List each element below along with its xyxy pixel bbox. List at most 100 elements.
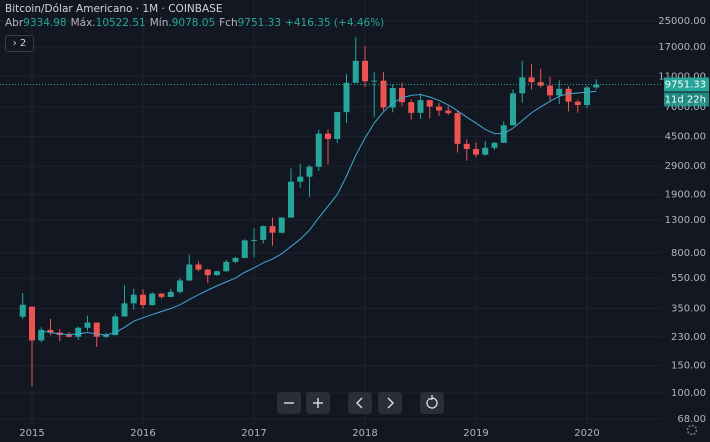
y-tick-label: 100.00 — [671, 388, 706, 399]
ohlc-value: 9078.05 — [171, 17, 216, 29]
x-tick-label: 2020 — [574, 428, 599, 439]
candle-body — [251, 239, 257, 241]
y-tick-label: 1300.00 — [665, 215, 706, 226]
reset-icon — [426, 395, 438, 409]
ohlc-value: 10522.51 — [95, 17, 146, 29]
y-tick-label: 350.00 — [671, 304, 706, 315]
candle-body — [380, 80, 387, 108]
candle-body — [204, 269, 211, 276]
candle-body — [519, 77, 526, 94]
candle-body — [19, 304, 26, 317]
candle-body — [510, 93, 516, 126]
y-tick-label: 1900.00 — [665, 190, 706, 201]
scroll-left-button[interactable] — [348, 392, 372, 414]
x-tick-label: 2015 — [19, 428, 44, 439]
x-tick-label: 2018 — [352, 428, 377, 439]
candle-body — [408, 102, 415, 113]
y-tick-label: 25000.00 — [658, 16, 706, 27]
candle-body — [29, 306, 35, 341]
x-tick-label: 2019 — [463, 428, 488, 439]
y-tick-label: 2900.00 — [665, 161, 706, 172]
candle-body — [565, 88, 572, 102]
last-price-label: 9751.33 — [665, 79, 706, 90]
change: +416.35 (+4.46%) — [285, 17, 385, 29]
candle-body — [389, 88, 396, 108]
candle-body — [436, 106, 442, 111]
candle-body — [38, 329, 45, 341]
candle-body — [473, 149, 479, 155]
candle-body — [417, 100, 424, 113]
candle-body — [334, 112, 341, 140]
settings-icon[interactable] — [686, 424, 698, 436]
x-tick-label: 2017 — [241, 428, 266, 439]
candle-body — [297, 176, 304, 182]
candle-body — [325, 133, 331, 140]
candle-body — [574, 101, 581, 106]
symbol-title: Bitcoin/Dólar Americano · 1M · COINBASE — [5, 3, 223, 15]
ohlc-label: Abr — [5, 17, 24, 29]
candle-body — [140, 294, 146, 305]
countdown-label: 11d 22h — [665, 94, 706, 105]
ohlc-row: Abr9334.98 Máx.10522.51 Mín.9078.05 Fch9751… — [5, 17, 388, 29]
y-tick-label: 150.00 — [671, 361, 706, 372]
y-tick-label: 7000.00 — [665, 102, 706, 113]
y-tick-label: 4500.00 — [665, 132, 706, 143]
candle-body — [278, 217, 285, 233]
candle-body — [103, 335, 109, 337]
candle-body — [371, 80, 378, 82]
grid — [0, 0, 662, 424]
candle-body — [186, 264, 193, 281]
candle-body — [315, 133, 322, 167]
last-price-box — [664, 77, 709, 92]
candle-body — [121, 303, 128, 317]
candle-body — [463, 143, 470, 150]
candle-body — [491, 142, 498, 148]
candle-body — [177, 280, 183, 292]
candle-body — [454, 113, 461, 144]
ohlc-value: 9751.33 — [237, 17, 282, 29]
y-tick-label: 11000.00 — [658, 71, 706, 82]
zoom-controls — [277, 392, 444, 414]
candle-body — [232, 257, 239, 262]
candle-body — [362, 60, 368, 82]
moving-average-line — [41, 90, 597, 336]
candle-body — [537, 82, 544, 86]
candle-body — [445, 110, 452, 114]
right-icon — [387, 397, 395, 409]
candle-body — [130, 294, 137, 304]
candle-body — [306, 166, 313, 177]
left-icon — [355, 397, 363, 409]
candle-body — [47, 329, 54, 333]
reset-button[interactable] — [420, 392, 444, 414]
y-tick-label: 230.00 — [671, 332, 706, 343]
y-tick-label: 800.00 — [671, 248, 706, 259]
candle-body — [343, 82, 350, 113]
ohlc-label: Máx. — [70, 17, 96, 29]
candle-body — [223, 261, 230, 272]
y-tick-label: 68.00 — [677, 414, 706, 425]
candle-body — [269, 226, 276, 233]
ohlc-value: 9334.98 — [23, 17, 67, 29]
candle-body — [260, 226, 267, 240]
candle-body — [75, 327, 82, 337]
candle-body — [93, 322, 100, 337]
candle-body — [352, 60, 359, 83]
candle-body — [112, 316, 119, 336]
candle-body — [556, 88, 563, 96]
candle-body — [547, 85, 553, 96]
indicator-badge[interactable]: › 2 — [5, 35, 34, 52]
candle-body — [426, 100, 433, 107]
y-tick-label: 17000.00 — [658, 42, 706, 53]
x-tick-label: 2016 — [130, 428, 155, 439]
y-tick-label: 550.00 — [671, 273, 706, 284]
candle-body — [214, 271, 220, 276]
candle-body — [528, 77, 535, 83]
scroll-right-button[interactable] — [378, 392, 402, 414]
plus-icon — [313, 398, 323, 408]
ohlc-label: Fch — [219, 17, 238, 29]
candle-body — [149, 293, 156, 305]
ohlc-label: Mín. — [149, 17, 172, 29]
candle-body — [593, 84, 600, 88]
